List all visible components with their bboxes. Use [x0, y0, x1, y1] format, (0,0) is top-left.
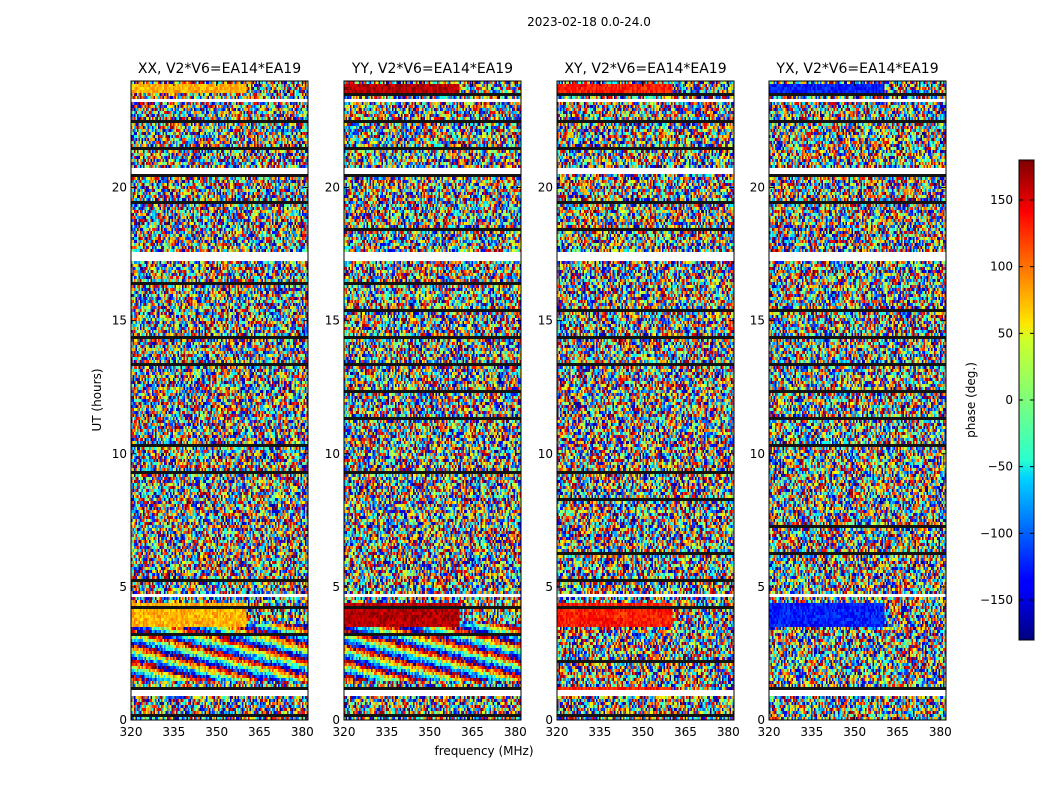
panel-yy: YY, V2*V6=EA14*EA19 320 335 350 365 380 0 5 10 15…: [325, 61, 527, 739]
panel-frame: [768, 80, 947, 721]
x-tick-label: 380: [929, 725, 952, 739]
panel-yx: YX, V2*V6=EA14*EA19 320 335 350 365 380 0 5 10 15…: [750, 61, 952, 739]
panel-title: YY, V2*V6=EA14*EA19: [351, 61, 513, 77]
heatmap-yy: [344, 81, 521, 720]
y-tick-label: 0: [119, 713, 127, 727]
y-tick-label: 5: [119, 580, 127, 594]
x-tick-label: 320: [333, 725, 356, 739]
panel-frame: [343, 80, 522, 721]
y-tick-label: 5: [545, 580, 553, 594]
x-tick-label: 365: [886, 725, 909, 739]
y-tick-label: 15: [112, 314, 127, 328]
y-tick-label: 20: [750, 181, 765, 195]
panel-frame: [130, 80, 309, 721]
heatmap-xx: [131, 81, 308, 720]
colorbar: −150 −100 −50 0 50 100 150: [980, 159, 1035, 641]
y-tick-label: 10: [538, 447, 553, 461]
x-tick-label: 335: [162, 725, 185, 739]
colorbar-tick-label: 0: [1005, 393, 1013, 407]
panel-xx: XX, V2*V6=EA14*EA19 320 335 350 365 380 0 5 10 15…: [112, 61, 314, 739]
x-tick-label: 350: [205, 725, 228, 739]
y-tick-label: 5: [332, 580, 340, 594]
panel-xy: XY, V2*V6=EA14*EA19 320 335 350 365 380 0 5 10 15…: [538, 61, 740, 739]
x-tick-label: 365: [248, 725, 271, 739]
x-tick-label: 350: [418, 725, 441, 739]
y-tick-label: 15: [325, 314, 340, 328]
x-tick-label: 350: [843, 725, 866, 739]
panel-title: XX, V2*V6=EA14*EA19: [138, 61, 301, 77]
heatmap-yx: [769, 81, 946, 720]
panel-frame: [556, 80, 735, 721]
x-tick-label: 320: [546, 725, 569, 739]
colorbar-tick-label: −50: [988, 460, 1013, 474]
y-tick-label: 0: [757, 713, 765, 727]
x-tick-label: 320: [758, 725, 781, 739]
x-tick-label: 320: [120, 725, 143, 739]
y-tick-label: 20: [538, 181, 553, 195]
colorbar-tick-label: −150: [980, 593, 1013, 607]
colorbar-label: phase (deg.): [964, 362, 978, 438]
y-tick-label: 20: [112, 181, 127, 195]
colorbar-tick-label: 150: [990, 193, 1013, 207]
y-tick-label: 0: [332, 713, 340, 727]
colorbar-tick-label: 50: [998, 326, 1013, 340]
panel-title: YX, V2*V6=EA14*EA19: [775, 61, 938, 77]
colorbar-tick-label: −100: [980, 526, 1013, 540]
x-tick-label: 335: [375, 725, 398, 739]
figure-suptitle: 2023-02-18 0.0-24.0: [527, 15, 651, 29]
y-tick-label: 15: [750, 314, 765, 328]
x-tick-label: 335: [800, 725, 823, 739]
y-tick-label: 5: [757, 580, 765, 594]
colorbar-tick-label: 100: [990, 260, 1013, 274]
panel-title: XY, V2*V6=EA14*EA19: [564, 61, 726, 77]
y-tick-label: 15: [538, 314, 553, 328]
x-tick-label: 380: [504, 725, 527, 739]
y-tick-label: 10: [750, 447, 765, 461]
x-tick-label: 335: [588, 725, 611, 739]
x-tick-label: 350: [631, 725, 654, 739]
y-axis-label: UT (hours): [90, 368, 104, 431]
y-tick-label: 0: [545, 713, 553, 727]
y-tick-label: 10: [325, 447, 340, 461]
y-tick-label: 10: [112, 447, 127, 461]
x-tick-label: 380: [717, 725, 740, 739]
y-tick-label: 20: [325, 181, 340, 195]
x-axis-label: frequency (MHz): [434, 744, 533, 758]
x-tick-label: 380: [291, 725, 314, 739]
heatmap-xy: [557, 81, 734, 720]
x-tick-label: 365: [674, 725, 697, 739]
x-tick-label: 365: [461, 725, 484, 739]
panels-group: XX, V2*V6=EA14*EA19 320 335 350 365 380 0 5 10 15…: [112, 61, 952, 739]
